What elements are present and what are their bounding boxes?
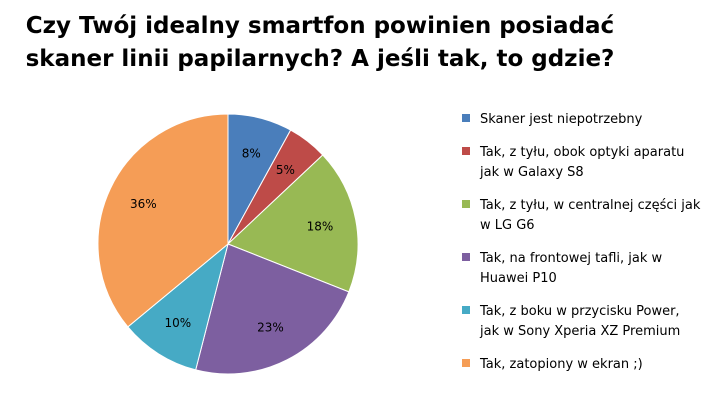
legend-label-1: Skaner jest niepotrzebny [480, 110, 702, 130]
legend-label-5-line-2: jak w Sony Xperia XZ Premium [480, 324, 681, 339]
legend-label-4: Tak, na frontowej tafli, jak w Huawei P10 [480, 249, 702, 289]
legend-label-6-line-1: Tak, zatopiony w ekran ;) [480, 357, 643, 372]
legend-label-5: Tak, z boku w przycisku Power, jak w Sony… [480, 302, 702, 342]
pie-slice-label-5: 10% [164, 316, 191, 330]
legend-label-2-line-1: Tak, z tyłu, obok optyki aparatu [480, 145, 685, 160]
chart-title: Czy Twój idealny smartfon powinien posia… [20, 10, 620, 76]
legend-label-3-line-2: w LG G6 [480, 218, 535, 233]
pie-slice-label-1: 8% [242, 146, 261, 160]
pie-slice-4 [195, 243, 350, 375]
pie-slice-5 [127, 242, 229, 371]
legend-swatch-3 [462, 200, 470, 208]
pie-slice-label-3: 18% [307, 220, 334, 234]
legend-label-1-line-1: Skaner jest niepotrzebny [480, 112, 643, 127]
legend-label-5-line-1: Tak, z boku w przycisku Power, [480, 304, 680, 319]
legend-label-4-line-2: Huawei P10 [480, 271, 557, 286]
legend-label-4-line-1: Tak, na frontowej tafli, jak w [480, 251, 663, 266]
legend-swatch-2 [462, 147, 470, 155]
chart-title-line-1: Czy Twój idealny smartfon powinien posia… [25, 13, 615, 39]
legend-label-3-line-1: Tak, z tyłu, w centralnej części jak [480, 198, 701, 213]
pie-slice-label-4: 23% [257, 320, 284, 334]
legend-swatch-5 [462, 306, 470, 314]
legend-swatch-1 [462, 114, 470, 122]
legend-label-6: Tak, zatopiony w ekran ;) [480, 355, 702, 375]
legend-swatch-6 [462, 359, 470, 367]
pie-slice-6 [97, 113, 229, 328]
chart-title-line-2: skaner linii papilarnych? A jeśli tak, t… [25, 46, 615, 72]
legend-label-3: Tak, z tyłu, w centralnej części jak w LG… [480, 196, 702, 236]
pie-slice-label-2: 5% [276, 163, 295, 177]
pie-slice-label-6: 36% [130, 197, 157, 211]
legend-label-2-line-2: jak w Galaxy S8 [480, 165, 584, 180]
legend-swatch-4 [462, 253, 470, 261]
legend-label-2: Tak, z tyłu, obok optyki aparatu jak w Ga… [480, 143, 702, 183]
pie-slice-3 [227, 154, 359, 293]
